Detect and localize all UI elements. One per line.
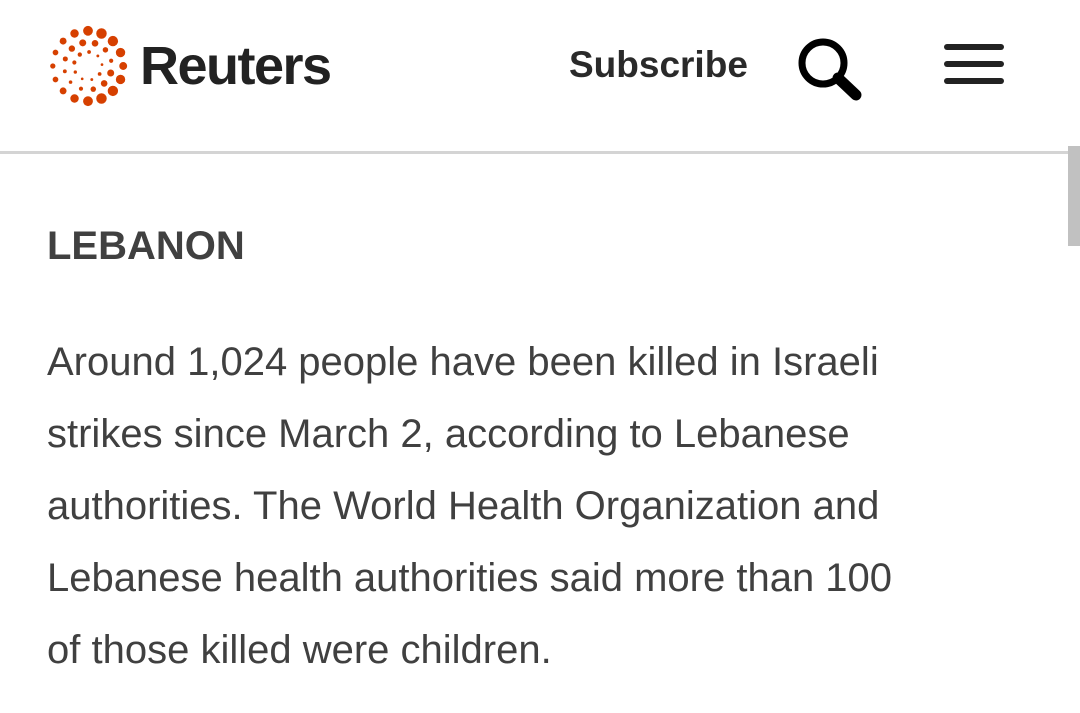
scrollbar-thumb[interactable] bbox=[1068, 146, 1080, 246]
logo-dot bbox=[77, 52, 82, 57]
paragraph-line: strikes since March 2, according to Leba… bbox=[47, 412, 850, 456]
search-icon[interactable] bbox=[796, 36, 864, 102]
paragraph-line: authorities. The World Health Organizati… bbox=[47, 484, 880, 528]
logo-dot bbox=[83, 96, 93, 107]
logo-dot bbox=[52, 49, 59, 56]
logo-dot bbox=[100, 80, 108, 87]
hamburger-menu-icon[interactable] bbox=[944, 44, 1004, 90]
logo-dot bbox=[70, 94, 79, 103]
logo-dot bbox=[62, 56, 68, 62]
logo-dot bbox=[90, 86, 97, 92]
logo-dot bbox=[119, 62, 128, 70]
logo-dot bbox=[102, 47, 109, 53]
logo-dot bbox=[107, 85, 119, 97]
paragraph-line: Around 1,024 people have been killed in … bbox=[47, 340, 879, 384]
subscribe-button[interactable]: Subscribe bbox=[569, 44, 748, 85]
paragraph-line: Lebanese health authorities said more th… bbox=[47, 556, 893, 600]
logo-dot bbox=[96, 54, 100, 58]
site-header: Reuters Subscribe bbox=[0, 0, 1080, 154]
logo-dot bbox=[68, 80, 73, 84]
logo-dot bbox=[59, 37, 67, 45]
logo-dot bbox=[96, 28, 107, 39]
logo-dot bbox=[68, 45, 76, 52]
logo-dot bbox=[79, 39, 87, 47]
reuters-logo[interactable]: Reuters bbox=[44, 22, 332, 110]
reuters-logo-mark-icon bbox=[50, 25, 128, 107]
menu-bar bbox=[944, 78, 1004, 84]
logo-dot bbox=[91, 39, 99, 47]
logo-dot bbox=[100, 63, 104, 66]
logo-dot bbox=[109, 58, 114, 63]
logo-dot bbox=[73, 70, 77, 74]
logo-dot bbox=[107, 35, 119, 47]
logo-dot bbox=[50, 63, 56, 69]
logo-dot bbox=[62, 69, 67, 74]
section-label: LEBANON bbox=[47, 224, 245, 268]
logo-dot bbox=[72, 60, 77, 65]
logo-dot bbox=[83, 25, 93, 36]
logo-dot bbox=[78, 86, 84, 91]
logo-dot bbox=[97, 72, 102, 76]
logo-dot bbox=[115, 74, 126, 85]
menu-bar bbox=[944, 44, 1004, 50]
logo-dot bbox=[115, 47, 126, 58]
paragraph-line: of those killed were children. bbox=[47, 628, 552, 672]
brand-wordmark: Reuters bbox=[140, 36, 332, 96]
menu-bar bbox=[944, 61, 1004, 67]
logo-dot bbox=[96, 93, 107, 104]
logo-dot bbox=[107, 69, 115, 77]
article-paragraph: Around 1,024 people have been killed in … bbox=[47, 326, 892, 686]
logo-dot bbox=[87, 50, 91, 54]
logo-dot bbox=[52, 76, 59, 83]
logo-dot bbox=[90, 78, 94, 82]
logo-dot bbox=[80, 77, 84, 81]
logo-dot bbox=[59, 87, 67, 95]
logo-dot bbox=[70, 29, 79, 38]
